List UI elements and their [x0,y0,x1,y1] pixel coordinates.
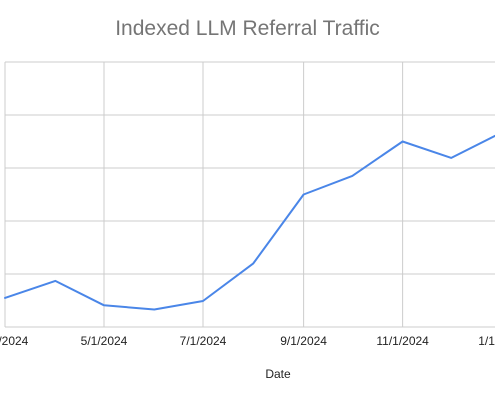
x-tick-label: 1/1/2025 [478,334,495,348]
series-line [4,134,495,311]
vertical-gridlines [4,62,404,327]
x-axis-tick-labels: 3/1/2024 5/1/2024 7/1/2024 9/1/2024 11/1/202… [0,334,495,348]
x-axis-label: Date [265,367,291,381]
chart-title: Indexed LLM Referral Traffic [115,17,380,40]
x-tick-label: 3/1/2024 [0,334,29,348]
x-tick-label: 5/1/2024 [81,334,128,348]
horizontal-gridlines [5,61,495,328]
x-tick-label: 7/1/2024 [180,334,227,348]
x-tick-label: 9/1/2024 [280,334,327,348]
x-tick-label: 11/1/2024 [376,334,429,348]
series-layer [4,134,495,311]
